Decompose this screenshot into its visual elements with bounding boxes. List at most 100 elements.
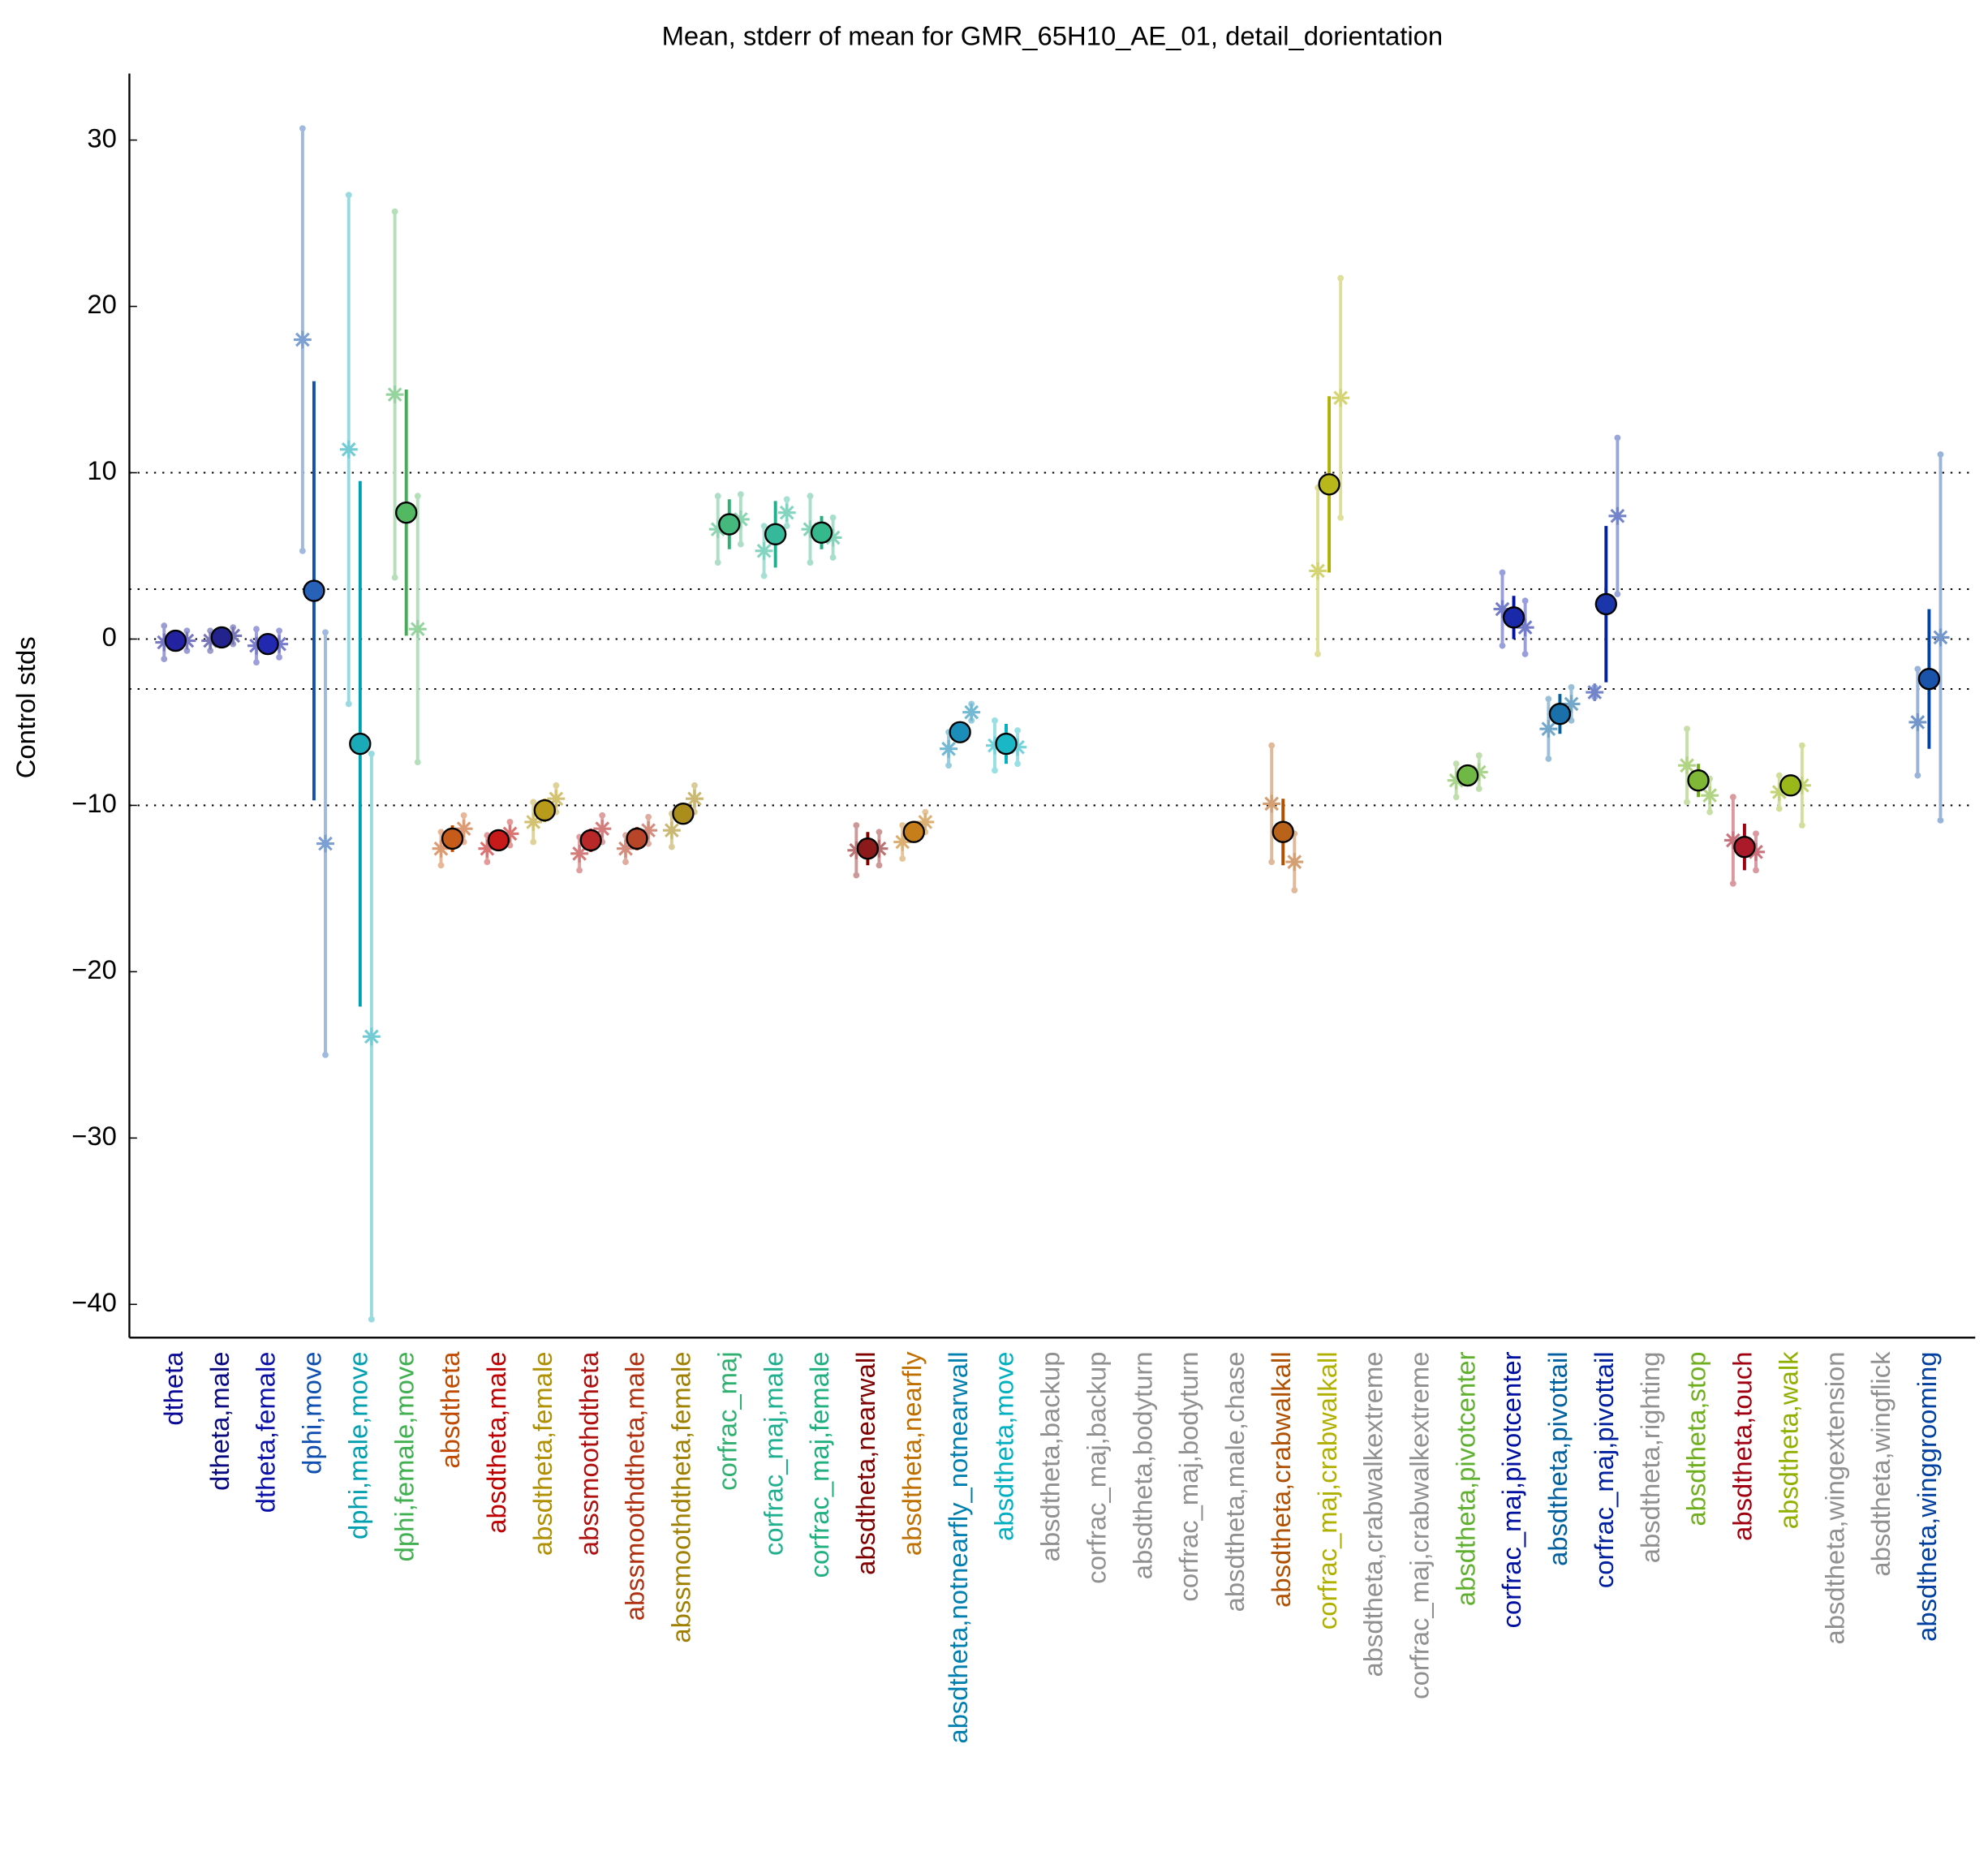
side-error-cap: [1568, 684, 1575, 691]
asterisk-stroke: [1910, 715, 1926, 730]
side-error-cap: [506, 819, 514, 825]
mean-marker: [1687, 769, 1710, 792]
mean-marker: [1548, 703, 1572, 725]
x-tick-label: dtheta,male: [204, 1351, 235, 1490]
asterisk-stroke: [756, 544, 772, 558]
x-tick-label: absdtheta,touch: [1728, 1351, 1758, 1540]
side-error-cap: [1337, 514, 1345, 521]
x-tick-label: absdtheta,bodyturn: [1127, 1351, 1157, 1579]
x-tick-label: absdtheta,pivotcenter: [1450, 1351, 1480, 1606]
side-error-cap: [1798, 822, 1805, 829]
x-tick-label: absdtheta,pivottail: [1543, 1351, 1573, 1565]
side-error-cap: [1753, 867, 1759, 874]
side-error-cap: [368, 750, 375, 757]
y-tick-label: −20: [71, 954, 117, 984]
mean-marker: [672, 803, 695, 825]
side-error-cap: [783, 523, 790, 530]
side-error-cap: [183, 647, 191, 654]
asterisk-stroke: [825, 530, 841, 545]
mean-marker: [210, 626, 233, 649]
mean-marker: [395, 502, 418, 524]
mean-marker: [349, 732, 372, 756]
side-error-cap: [783, 496, 790, 503]
asterisk-stroke: [1610, 508, 1625, 523]
asterisk: [1678, 756, 1696, 775]
asterisk-stroke: [941, 741, 956, 756]
x-tick-label: absdtheta,notnearfly_notnearwall: [943, 1351, 973, 1743]
x-tick-label: abssmoothdtheta,male: [620, 1351, 650, 1621]
chart-title: Mean, stderr of mean for GMR_65H10_AE_01…: [662, 21, 1444, 51]
mean-marker: [164, 629, 187, 652]
side-error-cap: [1268, 742, 1276, 749]
side-error-cap: [807, 493, 814, 500]
x-tick-label: absdtheta,nearfly: [897, 1351, 927, 1556]
y-tick-label: −10: [71, 788, 117, 818]
x-tick-label: dtheta,female: [251, 1351, 281, 1513]
side-error-cap: [1684, 725, 1690, 733]
mean-marker: [810, 521, 833, 544]
asterisk-stroke: [295, 332, 310, 347]
mean-marker: [718, 513, 741, 536]
asterisk-stroke: [665, 823, 679, 838]
side-error-cap: [1545, 756, 1552, 762]
asterisk-stroke: [1933, 630, 1948, 645]
mean-marker: [856, 837, 880, 860]
side-error-cap: [945, 762, 952, 769]
x-tick-label: corfrac_maj,bodyturn: [1173, 1351, 1203, 1601]
asterisk-stroke: [572, 846, 587, 861]
asterisk: [362, 1027, 381, 1046]
side-error-cap: [622, 859, 629, 866]
x-tick-label: dphi,move: [297, 1351, 327, 1474]
side-error-cap: [391, 574, 398, 581]
side-error-cap: [599, 812, 606, 819]
side-error-cap: [668, 843, 675, 850]
side-error-cap: [1614, 434, 1621, 441]
side-error-cap: [1014, 760, 1021, 768]
side-error-cap: [276, 627, 283, 635]
asterisk-stroke: [1587, 685, 1603, 700]
side-error-cap: [1753, 830, 1759, 837]
asterisk: [1309, 562, 1327, 580]
side-error-cap: [1521, 651, 1529, 657]
x-tick-label: abssmoothdtheta: [574, 1351, 604, 1556]
x-tick-label: abssmoothdtheta,female: [666, 1351, 696, 1643]
asterisk-stroke: [1287, 855, 1302, 869]
mean-marker: [579, 829, 602, 852]
asterisk: [316, 834, 334, 853]
asterisk-stroke: [1517, 620, 1533, 635]
x-tick-label: absdtheta,backup: [1035, 1351, 1065, 1561]
mean-marker: [533, 799, 556, 822]
mean-marker: [441, 827, 464, 850]
side-error-cap: [1499, 642, 1506, 649]
side-error-cap: [460, 812, 467, 819]
side-error-cap: [829, 554, 837, 561]
side-error-cap: [299, 547, 306, 554]
asterisk-stroke: [1702, 788, 1717, 803]
x-tick-label: corfrac_maj,male: [758, 1351, 788, 1556]
asterisk-stroke: [387, 387, 402, 403]
x-tick-label: absdtheta: [435, 1351, 465, 1469]
side-error-cap: [829, 514, 837, 521]
x-tick-label: absdtheta,female: [527, 1351, 557, 1556]
asterisk: [570, 844, 589, 863]
side-error-cap: [1268, 859, 1276, 866]
asterisk: [293, 330, 312, 349]
asterisk: [1931, 628, 1950, 647]
x-tick-label: corfrac_maj,backup: [1081, 1351, 1111, 1583]
side-error-cap: [645, 813, 652, 820]
x-tick-label: absdtheta,male,chase: [1220, 1351, 1250, 1612]
asterisk-stroke: [1680, 758, 1694, 773]
x-tick-label: corfrac_maj,crabwalkall: [1312, 1351, 1342, 1630]
asterisk-stroke: [1333, 390, 1348, 406]
x-tick-label: absdtheta,wingextension: [1819, 1351, 1849, 1644]
asterisk: [1263, 794, 1281, 813]
side-error-cap: [161, 656, 168, 662]
side-error-cap: [207, 647, 214, 654]
mean-marker: [1502, 606, 1525, 629]
asterisk-stroke: [1726, 833, 1741, 848]
side-error-cap: [807, 559, 814, 566]
side-error-cap: [414, 759, 421, 766]
side-error-cap: [1475, 786, 1482, 792]
